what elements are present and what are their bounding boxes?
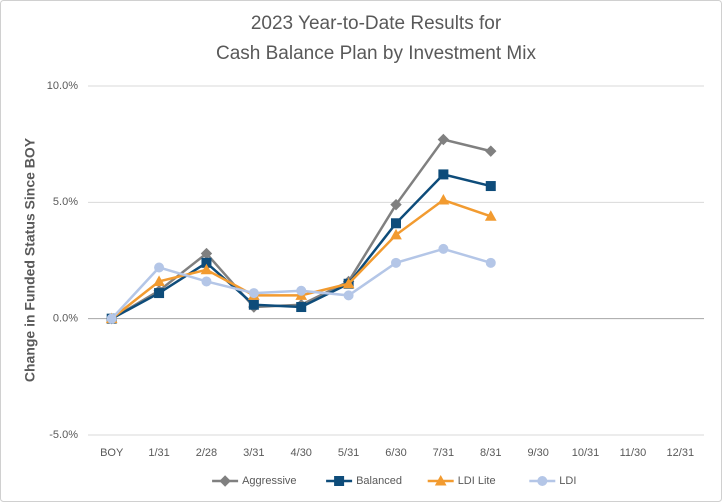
- marker: [153, 275, 165, 286]
- marker: [438, 243, 449, 254]
- marker: [391, 257, 401, 268]
- marker: [485, 181, 496, 192]
- marker: [484, 210, 497, 221]
- marker: [296, 285, 307, 296]
- x-tick-label: 12/31: [667, 447, 695, 459]
- y-tick-label: 10.0%: [47, 80, 78, 92]
- y-tick-label: 5.0%: [53, 196, 78, 208]
- x-tick-label: 1/31: [148, 447, 169, 459]
- legend: Aggressive Balanced LDI Lite LDI: [212, 475, 576, 487]
- x-tick-label: 3/31: [243, 447, 264, 459]
- marker: [296, 302, 307, 313]
- legend-label: LDI Lite: [458, 475, 496, 487]
- x-tick-label: 6/30: [385, 447, 406, 459]
- marker: [437, 193, 450, 205]
- x-tick-label: 11/30: [620, 447, 647, 459]
- legend-marker: [219, 475, 231, 487]
- y-tick-label: 0.0%: [53, 313, 78, 325]
- legend-label: Balanced: [356, 475, 402, 487]
- x-tick-label: 2/28: [196, 447, 217, 459]
- marker: [248, 288, 259, 299]
- x-tick-label: BOY: [100, 447, 124, 459]
- marker: [343, 290, 354, 301]
- x-tick-label: 4/30: [291, 447, 312, 459]
- marker: [485, 257, 496, 268]
- marker: [438, 169, 449, 180]
- marker: [106, 313, 117, 324]
- x-tick-label: 7/31: [433, 447, 454, 459]
- marker: [390, 198, 402, 211]
- marker: [200, 263, 213, 275]
- x-tick-label: 10/31: [572, 447, 600, 459]
- marker: [390, 228, 402, 240]
- y-axis-label: Change in Funded Status Since BOY: [22, 137, 38, 382]
- x-tick-label: 8/31: [480, 447, 501, 459]
- marker: [248, 299, 259, 310]
- marker: [154, 288, 165, 299]
- y-tick-label: -5.0%: [49, 429, 78, 441]
- marker: [154, 262, 165, 273]
- chart-title: Cash Balance Plan by Investment Mix: [216, 43, 536, 64]
- legend-label: Aggressive: [242, 475, 296, 487]
- legend-marker: [537, 476, 548, 486]
- marker: [201, 276, 212, 287]
- marker: [485, 145, 497, 157]
- legend-label: LDI: [559, 475, 576, 487]
- legend-marker: [434, 474, 447, 486]
- marker: [391, 218, 401, 229]
- marker: [342, 277, 355, 289]
- chart-title: 2023 Year-to-Date Results for: [251, 13, 502, 34]
- x-tick-label: 5/31: [338, 447, 359, 459]
- legend-marker: [334, 476, 345, 486]
- marker: [437, 133, 450, 146]
- x-tick-label: 9/30: [527, 447, 548, 459]
